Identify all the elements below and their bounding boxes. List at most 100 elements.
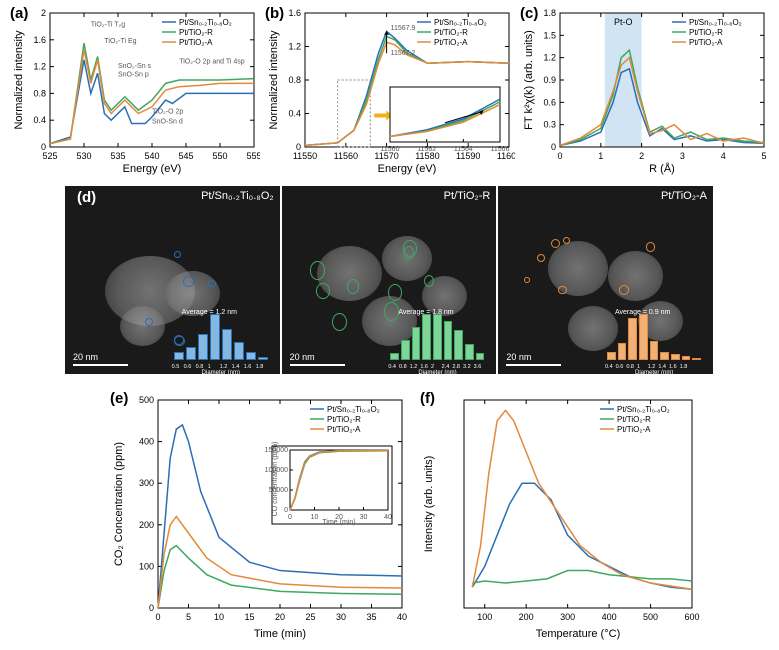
chart-e: 05101520253035400100200300400500Time (mi… <box>110 390 410 640</box>
svg-text:0: 0 <box>288 514 292 521</box>
panel-f: (f) 100200300400500600Temperature (°C)In… <box>420 390 700 640</box>
microscopy-panel: Pt/TiO₂-A20 nm0.40.60.811.21.41.61.8Diam… <box>498 186 713 374</box>
svg-text:Pt/Sn₀.₂Ti₀.₈O₂: Pt/Sn₀.₂Ti₀.₈O₂ <box>434 18 487 27</box>
svg-text:0: 0 <box>551 142 556 152</box>
svg-text:0.4: 0.4 <box>33 115 46 125</box>
svg-text:0.8: 0.8 <box>288 75 301 85</box>
svg-text:CO₂ Concentration (ppm): CO₂ Concentration (ppm) <box>113 442 125 566</box>
svg-text:15: 15 <box>244 612 254 622</box>
chart-c: Pt-O01234500.30.60.91.21.51.8R (Å)FT k²χ… <box>520 5 770 175</box>
svg-text:35: 35 <box>366 612 376 622</box>
svg-text:TiO₂-O 2p: TiO₂-O 2p <box>152 109 183 116</box>
svg-text:40: 40 <box>397 612 407 622</box>
svg-text:11560: 11560 <box>381 146 400 153</box>
panel-d-label: (d) <box>77 189 96 206</box>
svg-text:100: 100 <box>139 561 154 571</box>
svg-text:540: 540 <box>144 151 159 161</box>
microscopy-panel: Pt/Sn₀.₂Ti₀.₈O₂20 nm0.50.60.811.21.41.61… <box>65 186 280 374</box>
svg-text:530: 530 <box>76 151 91 161</box>
microscopy-title: Pt/TiO₂-R <box>444 190 491 202</box>
svg-text:10: 10 <box>311 514 319 521</box>
svg-text:30: 30 <box>360 514 368 521</box>
svg-text:Pt/TiO₂-R: Pt/TiO₂-R <box>327 415 361 424</box>
svg-text:500: 500 <box>643 612 658 622</box>
svg-text:R (Å): R (Å) <box>649 162 675 175</box>
svg-text:200: 200 <box>139 520 154 530</box>
svg-text:300: 300 <box>560 612 575 622</box>
svg-text:600: 600 <box>684 612 699 622</box>
microscopy-row: Pt/Sn₀.₂Ti₀.₈O₂20 nm0.50.60.811.21.41.61… <box>65 186 715 376</box>
svg-text:Pt/TiO₂-R: Pt/TiO₂-R <box>689 28 723 37</box>
svg-text:FT k²χ(k) (arb. units): FT k²χ(k) (arb. units) <box>523 30 535 130</box>
svg-text:Pt/Sn₀.₂Ti₀.₈O₂: Pt/Sn₀.₂Ti₀.₈O₂ <box>689 18 742 27</box>
svg-text:TiO₂-Ti Eg: TiO₂-Ti Eg <box>104 38 136 45</box>
svg-text:11560: 11560 <box>334 151 358 161</box>
panel-a-label: (a) <box>10 5 28 22</box>
svg-text:0.9: 0.9 <box>543 75 556 85</box>
svg-text:555: 555 <box>246 151 260 161</box>
svg-text:SnO₂-Sn s: SnO₂-Sn s <box>118 63 152 70</box>
svg-text:1.8: 1.8 <box>543 8 556 18</box>
svg-text:Energy (eV): Energy (eV) <box>378 163 437 175</box>
svg-text:11562: 11562 <box>417 146 436 153</box>
svg-text:0: 0 <box>41 142 46 152</box>
svg-text:525: 525 <box>42 151 57 161</box>
svg-text:Pt/TiO₂-A: Pt/TiO₂-A <box>617 425 651 434</box>
chart-f: 100200300400500600Temperature (°C)Intens… <box>420 390 700 640</box>
svg-text:0: 0 <box>296 142 301 152</box>
svg-text:Pt/TiO₂-A: Pt/TiO₂-A <box>689 38 723 47</box>
svg-text:SnO-Sn p: SnO-Sn p <box>118 72 149 79</box>
svg-text:Intensity (arb. units): Intensity (arb. units) <box>423 456 435 553</box>
svg-text:2: 2 <box>639 151 644 161</box>
svg-text:0: 0 <box>557 151 562 161</box>
svg-text:11566: 11566 <box>491 146 510 153</box>
svg-text:400: 400 <box>139 437 154 447</box>
svg-text:200: 200 <box>519 612 534 622</box>
svg-text:545: 545 <box>178 151 193 161</box>
panel-b-label: (b) <box>265 5 284 22</box>
chart-a: 52553053554054555055500.40.81.21.62Energ… <box>10 5 260 175</box>
svg-text:0.6: 0.6 <box>543 97 556 107</box>
svg-text:1.6: 1.6 <box>33 35 46 45</box>
svg-text:Normalized intensity: Normalized intensity <box>13 30 25 130</box>
svg-text:300: 300 <box>139 478 154 488</box>
svg-text:SnO-Sn d: SnO-Sn d <box>152 119 183 126</box>
svg-text:11564: 11564 <box>454 146 473 153</box>
svg-text:11567.2: 11567.2 <box>391 50 416 57</box>
svg-text:Pt/TiO₂-R: Pt/TiO₂-R <box>179 28 213 37</box>
svg-text:30: 30 <box>336 612 346 622</box>
panel-e: (e) 05101520253035400100200300400500Time… <box>110 390 410 640</box>
svg-text:Pt/TiO₂-A: Pt/TiO₂-A <box>327 425 361 434</box>
svg-text:1.6: 1.6 <box>288 8 301 18</box>
svg-text:Time (min): Time (min) <box>254 628 306 640</box>
svg-text:Pt/Sn₀.₂Ti₀.₈O₂: Pt/Sn₀.₂Ti₀.₈O₂ <box>179 18 232 27</box>
panel-d: (d) Pt/Sn₀.₂Ti₀.₈O₂20 nm0.50.60.811.21.4… <box>65 186 715 376</box>
svg-text:0: 0 <box>149 603 154 613</box>
svg-text:535: 535 <box>110 151 125 161</box>
svg-text:Pt/TiO₂-R: Pt/TiO₂-R <box>617 415 651 424</box>
svg-text:1.2: 1.2 <box>288 42 301 52</box>
svg-text:500: 500 <box>139 395 154 405</box>
svg-text:TiO₂-O 2p and Ti 4sp: TiO₂-O 2p and Ti 4sp <box>179 58 245 65</box>
microscopy-title: Pt/Sn₀.₂Ti₀.₈O₂ <box>201 190 274 202</box>
svg-text:Time (min): Time (min) <box>322 519 355 526</box>
svg-text:CO concentration (ppm): CO concentration (ppm) <box>272 442 279 517</box>
svg-text:Normalized intensity: Normalized intensity <box>268 30 280 130</box>
svg-text:1: 1 <box>598 151 603 161</box>
svg-text:0.3: 0.3 <box>543 120 556 130</box>
panel-f-label: (f) <box>420 390 435 407</box>
svg-text:25: 25 <box>305 612 315 622</box>
svg-text:Pt/Sn₀.₂Ti₀.₈O₂: Pt/Sn₀.₂Ti₀.₈O₂ <box>617 405 670 414</box>
panel-b: (b) 11550115601157011580115901160000.40.… <box>265 5 515 175</box>
svg-text:Pt/TiO₂-A: Pt/TiO₂-A <box>179 38 213 47</box>
svg-text:11567.9: 11567.9 <box>391 25 416 32</box>
svg-text:100: 100 <box>477 612 492 622</box>
svg-text:11550: 11550 <box>293 151 317 161</box>
svg-text:Pt-O: Pt-O <box>614 17 633 27</box>
microscopy-title: Pt/TiO₂-A <box>661 190 707 202</box>
svg-text:5: 5 <box>186 612 191 622</box>
svg-text:1.2: 1.2 <box>543 53 556 63</box>
svg-text:TiO₂-Ti T₂g: TiO₂-Ti T₂g <box>91 21 125 28</box>
svg-text:Pt/Sn₀.₂Ti₀.₈O₂: Pt/Sn₀.₂Ti₀.₈O₂ <box>327 405 380 414</box>
svg-text:20: 20 <box>275 612 285 622</box>
